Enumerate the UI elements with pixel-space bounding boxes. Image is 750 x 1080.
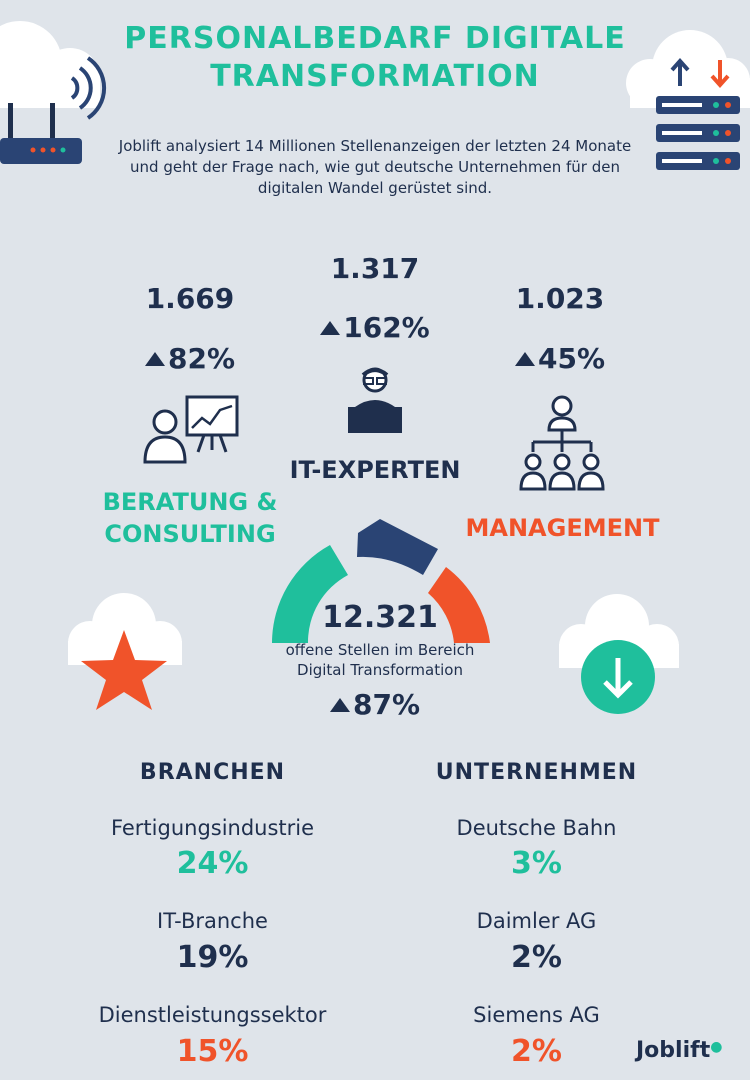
management-change: 45% xyxy=(490,342,630,375)
consulting-label-line-1: BERATUNG & xyxy=(102,488,278,516)
it-change-value: 162% xyxy=(343,311,430,344)
unternehmen-item-label: Deutsche Bahn xyxy=(456,816,617,840)
branchen-item-value: 15% xyxy=(176,1034,249,1069)
total-change-value: 87% xyxy=(352,688,421,721)
consulting-label-line-2: CONSULTING xyxy=(104,520,276,548)
arrow-down-icon xyxy=(603,658,633,699)
gauge-arc xyxy=(272,519,490,643)
unternehmen-item-label: Daimler AG xyxy=(476,909,597,933)
gauge-segment-consulting xyxy=(272,545,348,643)
up-triangle-icon xyxy=(320,321,341,335)
it-expert-icon xyxy=(348,367,402,433)
total-description: offene Stellen im Bereich Digital Transf… xyxy=(240,640,520,680)
download-cloud-icon xyxy=(559,594,679,714)
up-triangle-icon xyxy=(329,698,350,712)
it-label: IT-EXPERTEN xyxy=(289,456,461,484)
unternehmen-item-value: 3% xyxy=(511,846,562,881)
branchen-heading: BRANCHEN xyxy=(139,760,286,785)
star-cloud-icon xyxy=(68,593,182,710)
brand-logo: Joblift● xyxy=(636,1038,722,1063)
title-line-1: PERSONALBEDARF DIGITALE xyxy=(124,21,626,56)
total-desc-line-2: Digital Transformation xyxy=(297,661,463,679)
it-change: 162% xyxy=(300,311,450,344)
wifi-router-icon xyxy=(0,21,107,164)
branchen-item-label: Fertigungsindustrie xyxy=(110,816,315,840)
gauge-segment-management xyxy=(428,567,490,643)
up-triangle-icon xyxy=(144,352,165,366)
star-icon xyxy=(81,630,167,710)
it-count: 1.317 xyxy=(330,252,420,285)
page-title: PERSONALBEDARF DIGITALE TRANSFORMATION xyxy=(0,20,750,96)
server-cloud-icon xyxy=(626,30,750,170)
consulting-count: 1.669 xyxy=(145,282,235,315)
intro-text: Joblift analysiert 14 Millionen Stellena… xyxy=(118,137,632,197)
title-line-2: TRANSFORMATION xyxy=(210,59,540,94)
consulting-label: BERATUNG & CONSULTING xyxy=(90,486,290,550)
unternehmen-item-value: 2% xyxy=(511,1034,562,1069)
presentation-icon xyxy=(143,395,239,464)
branchen-item-label: IT-Branche xyxy=(157,909,268,933)
brand-mark-icon: ● xyxy=(710,1039,723,1055)
unternehmen-item-value: 2% xyxy=(511,940,562,975)
up-triangle-icon xyxy=(514,352,535,366)
management-count: 1.023 xyxy=(515,282,605,315)
total-change: 87% xyxy=(300,688,450,721)
total-desc-line-1: offene Stellen im Bereich xyxy=(285,641,475,659)
total-count: 12.321 xyxy=(322,600,438,635)
org-chart-icon xyxy=(519,395,605,491)
branchen-item-value: 19% xyxy=(176,940,249,975)
management-label: MANAGEMENT xyxy=(465,514,660,542)
consulting-change-value: 82% xyxy=(167,342,236,375)
consulting-change: 82% xyxy=(120,342,260,375)
unternehmen-item-label: Siemens AG xyxy=(473,1003,600,1027)
branchen-item-label: Dienstleistungssektor xyxy=(98,1003,327,1027)
unternehmen-heading: UNTERNEHMEN xyxy=(435,760,638,785)
brand-name: Joblift xyxy=(636,1038,711,1063)
gauge-segment-it xyxy=(357,519,438,575)
branchen-item-value: 24% xyxy=(176,846,249,881)
management-change-value: 45% xyxy=(537,342,606,375)
